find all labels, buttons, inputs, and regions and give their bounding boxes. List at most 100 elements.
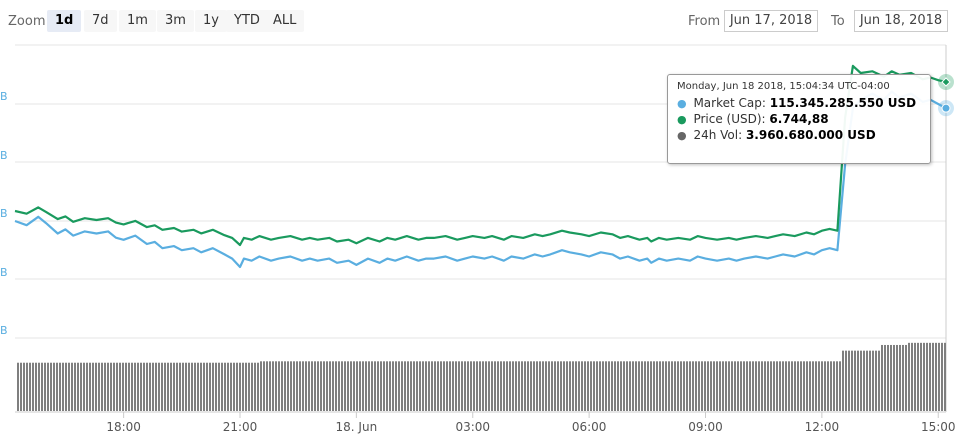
tooltip-value: 6.744,88: [769, 112, 829, 126]
volume-columns: [17, 342, 946, 411]
volume-bar: [422, 361, 424, 411]
volume-bar: [551, 361, 553, 411]
volume-bar: [623, 361, 625, 411]
volume-bar: [755, 361, 757, 411]
volume-bar: [212, 362, 214, 411]
volume-bar: [50, 362, 52, 411]
volume-bar: [125, 362, 127, 411]
volume-bar: [704, 361, 706, 411]
volume-bar: [860, 350, 862, 411]
volume-bar: [104, 362, 106, 411]
volume-bar: [284, 361, 286, 411]
volume-bar: [905, 344, 907, 411]
volume-bar: [740, 361, 742, 411]
volume-bar: [194, 362, 196, 411]
volume-bar: [776, 361, 778, 411]
volume-bar: [191, 362, 193, 411]
volume-bar: [272, 361, 274, 411]
volume-bar: [407, 361, 409, 411]
volume-bar: [524, 361, 526, 411]
volume-bar: [308, 361, 310, 411]
volume-bar: [122, 362, 124, 411]
volume-bar: [173, 362, 175, 411]
volume-bar: [428, 361, 430, 411]
volume-bar: [830, 361, 832, 411]
zoom-button-1d[interactable]: 1d: [47, 10, 82, 32]
volume-bar: [131, 362, 133, 411]
volume-bar: [137, 362, 139, 411]
volume-bar: [347, 361, 349, 411]
volume-bar: [617, 361, 619, 411]
volume-bar: [170, 362, 172, 411]
volume-bar: [641, 361, 643, 411]
y-axis: B B B B B: [0, 90, 8, 337]
volume-bar: [461, 361, 463, 411]
volume-bar: [758, 361, 760, 411]
volume-bar: [626, 361, 628, 411]
volume-bar: [155, 362, 157, 411]
volume-bar: [944, 342, 946, 411]
volume-bar: [764, 361, 766, 411]
volume-bar: [98, 362, 100, 411]
x-tick-label: 21:00: [223, 420, 258, 434]
volume-bar: [275, 361, 277, 411]
volume-bar: [362, 361, 364, 411]
from-date-input[interactable]: Jun 17, 2018: [724, 10, 818, 32]
tooltip-label: Market Cap:: [693, 96, 766, 110]
volume-bar: [632, 361, 634, 411]
volume-bar: [557, 361, 559, 411]
volume-bar: [800, 361, 802, 411]
volume-bar: [821, 361, 823, 411]
zoom-button-all[interactable]: ALL: [265, 10, 305, 32]
volume-bar: [884, 344, 886, 411]
volume-bar: [38, 362, 40, 411]
zoom-button-ytd[interactable]: YTD: [226, 10, 268, 32]
volume-bar: [80, 362, 82, 411]
volume-bar: [374, 361, 376, 411]
volume-bar: [746, 361, 748, 411]
volume-bar: [323, 361, 325, 411]
volume-bar: [167, 362, 169, 411]
volume-bar: [443, 361, 445, 411]
volume-bar: [389, 361, 391, 411]
tooltip-label: 24h Vol:: [693, 128, 743, 142]
volume-bar: [656, 361, 658, 411]
volume-bar: [398, 361, 400, 411]
volume-bar: [278, 361, 280, 411]
market-cap-line: [14, 90, 947, 269]
volume-bar: [875, 350, 877, 411]
volume-bar: [725, 361, 727, 411]
volume-bar: [149, 362, 151, 411]
x-axis: 18:00 21:00 18. Jun 03:00 06:00 09:00 12:00 15:…: [106, 412, 956, 434]
volume-bar: [185, 362, 187, 411]
volume-bar: [611, 361, 613, 411]
volume-bar: [479, 361, 481, 411]
volume-bar: [692, 361, 694, 411]
price-line: [14, 64, 947, 247]
zoom-button-7d[interactable]: 7d: [84, 10, 117, 32]
volume-bar: [773, 361, 775, 411]
volume-bar: [74, 362, 76, 411]
zoom-button-1y[interactable]: 1y: [195, 10, 227, 32]
volume-bar: [536, 361, 538, 411]
volume-bar: [449, 361, 451, 411]
volume-bar: [386, 361, 388, 411]
x-tick-label: 18:00: [106, 420, 141, 434]
x-tick-label: 06:00: [572, 420, 607, 434]
volume-bar: [803, 361, 805, 411]
zoom-button-1m[interactable]: 1m: [119, 10, 156, 32]
volume-bar: [917, 342, 919, 411]
volume-bar: [71, 362, 73, 411]
volume-bar: [512, 361, 514, 411]
volume-bar: [920, 342, 922, 411]
zoom-button-3m[interactable]: 3m: [157, 10, 194, 32]
volume-bar: [59, 362, 61, 411]
volume-bar: [749, 361, 751, 411]
volume-bar: [674, 361, 676, 411]
volume-bar: [833, 361, 835, 411]
to-date-input[interactable]: Jun 18, 2018: [854, 10, 948, 32]
y-tick-label: B: [0, 90, 8, 103]
volume-bar: [440, 361, 442, 411]
volume-bar: [782, 361, 784, 411]
tooltip-label: Price (USD):: [693, 112, 766, 126]
